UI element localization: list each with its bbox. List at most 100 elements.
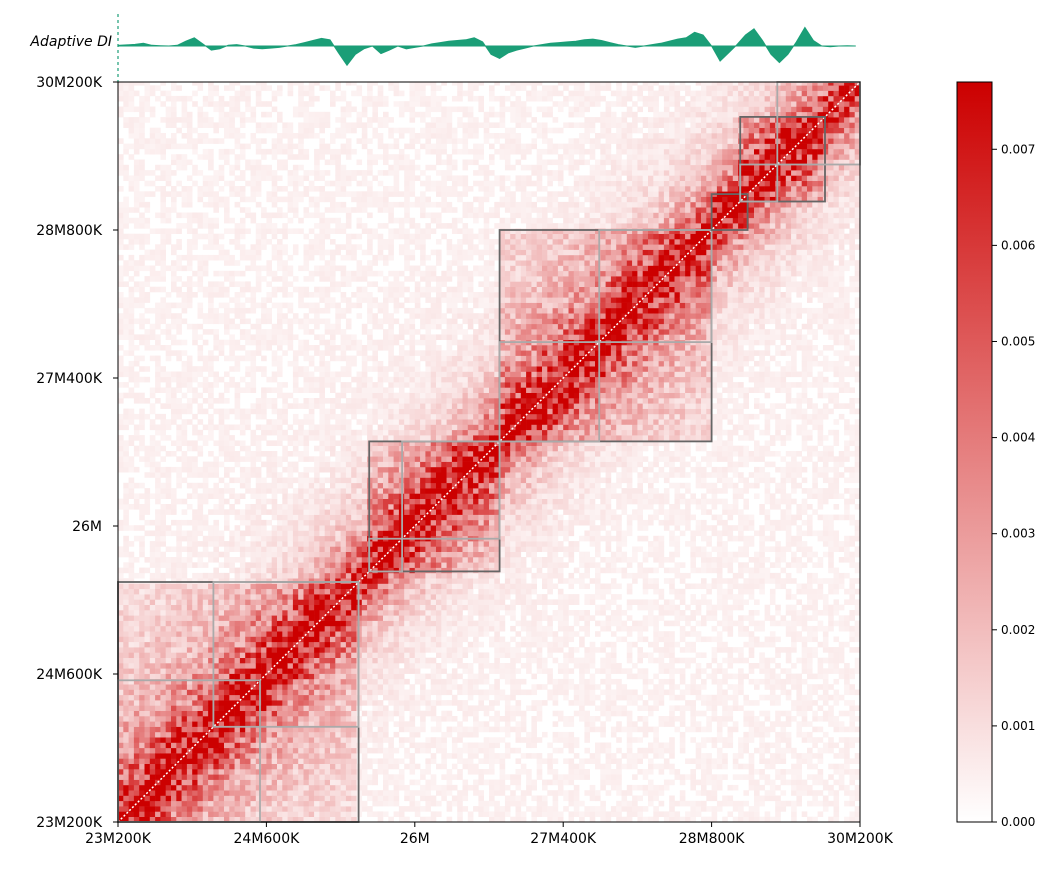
heatmap-cell — [123, 552, 129, 558]
heatmap-cell — [160, 244, 166, 250]
heatmap-cell — [309, 679, 315, 685]
heatmap-cell — [192, 101, 198, 107]
heatmap-cell — [325, 117, 331, 123]
heatmap-cell — [266, 175, 272, 181]
heatmap-cell — [282, 234, 288, 240]
heatmap-cell — [330, 811, 336, 817]
heatmap-cell — [272, 642, 278, 648]
heatmap-cell — [176, 319, 182, 325]
heatmap-cell — [319, 255, 325, 261]
heatmap-cell — [256, 568, 262, 574]
heatmap-cell — [166, 504, 172, 510]
heatmap-cell — [251, 467, 257, 473]
heatmap-cell — [304, 303, 310, 309]
heatmap-cell — [171, 652, 177, 658]
heatmap-cell — [208, 165, 214, 171]
heatmap-cell — [166, 705, 172, 711]
heatmap-cell — [160, 303, 166, 309]
heatmap-cell — [277, 626, 283, 632]
heatmap-cell — [235, 732, 241, 738]
heatmap-cell — [235, 811, 241, 817]
heatmap-cell — [261, 366, 267, 372]
heatmap-cell — [261, 308, 267, 314]
heatmap-cell — [335, 695, 341, 701]
heatmap-cell — [357, 202, 363, 208]
heatmap-cell — [145, 705, 151, 711]
heatmap-cell — [288, 525, 294, 531]
heatmap-cell — [325, 520, 331, 526]
heatmap-cell — [219, 451, 225, 457]
heatmap-cell — [335, 419, 341, 425]
heatmap-cell — [325, 684, 331, 690]
heatmap-cell — [357, 573, 363, 579]
heatmap-cell — [198, 663, 204, 669]
heatmap-cell — [346, 748, 352, 754]
heatmap-cell — [176, 568, 182, 574]
heatmap-cell — [309, 769, 315, 775]
heatmap-cell — [288, 631, 294, 637]
heatmap-cell — [357, 117, 363, 123]
heatmap-cell — [277, 642, 283, 648]
heatmap-cell — [277, 456, 283, 462]
heatmap-cell — [182, 372, 188, 378]
heatmap-cell — [251, 743, 257, 749]
heatmap-cell — [319, 377, 325, 383]
heatmap-cell — [298, 769, 304, 775]
heatmap-cell — [298, 292, 304, 298]
heatmap-cell — [325, 350, 331, 356]
heatmap-cell — [288, 462, 294, 468]
heatmap-cell — [256, 329, 262, 335]
heatmap-cell — [351, 276, 357, 282]
heatmap-cell — [198, 594, 204, 600]
heatmap-cell — [319, 647, 325, 653]
heatmap-cell — [325, 536, 331, 542]
heatmap-cell — [293, 748, 299, 754]
heatmap-cell — [362, 769, 368, 775]
heatmap-cell — [139, 568, 145, 574]
heatmap-cell — [219, 281, 225, 287]
heatmap-cell — [123, 366, 129, 372]
heatmap-cell — [229, 748, 235, 754]
heatmap-cell — [272, 573, 278, 579]
heatmap-cell — [235, 154, 241, 160]
heatmap-cell — [171, 122, 177, 128]
heatmap-cell — [235, 425, 241, 431]
heatmap-cell — [272, 91, 278, 97]
heatmap-cell — [155, 764, 161, 770]
heatmap-cell — [298, 509, 304, 515]
heatmap-cell — [155, 138, 161, 144]
heatmap-cell — [123, 690, 129, 696]
heatmap-cell — [171, 732, 177, 738]
heatmap-cell — [203, 758, 209, 764]
heatmap-cell — [118, 573, 124, 579]
heatmap-cell — [282, 340, 288, 346]
heatmap-cell — [224, 435, 230, 441]
heatmap-cell — [203, 361, 209, 367]
heatmap-cell — [351, 122, 357, 128]
heatmap-cell — [330, 790, 336, 796]
heatmap-cell — [182, 96, 188, 102]
heatmap-cell — [198, 743, 204, 749]
heatmap-cell — [160, 276, 166, 282]
heatmap-cell — [171, 711, 177, 717]
heatmap-cell — [171, 531, 177, 537]
heatmap-cell — [272, 626, 278, 632]
heatmap-cell — [261, 414, 267, 420]
heatmap-cell — [256, 658, 262, 664]
heatmap-cell — [171, 488, 177, 494]
heatmap-cell — [198, 186, 204, 192]
heatmap-cell — [256, 191, 262, 197]
heatmap-cell — [145, 239, 151, 245]
heatmap-cell — [293, 599, 299, 605]
heatmap-cell — [134, 796, 140, 802]
heatmap-cell — [261, 605, 267, 611]
heatmap-cell — [341, 737, 347, 743]
heatmap-cell — [272, 785, 278, 791]
heatmap-cell — [192, 801, 198, 807]
heatmap-cell — [277, 488, 283, 494]
heatmap-cell — [203, 790, 209, 796]
heatmap-cell — [251, 716, 257, 722]
heatmap-cell — [235, 128, 241, 134]
heatmap-cell — [319, 85, 325, 91]
heatmap-cell — [319, 578, 325, 584]
